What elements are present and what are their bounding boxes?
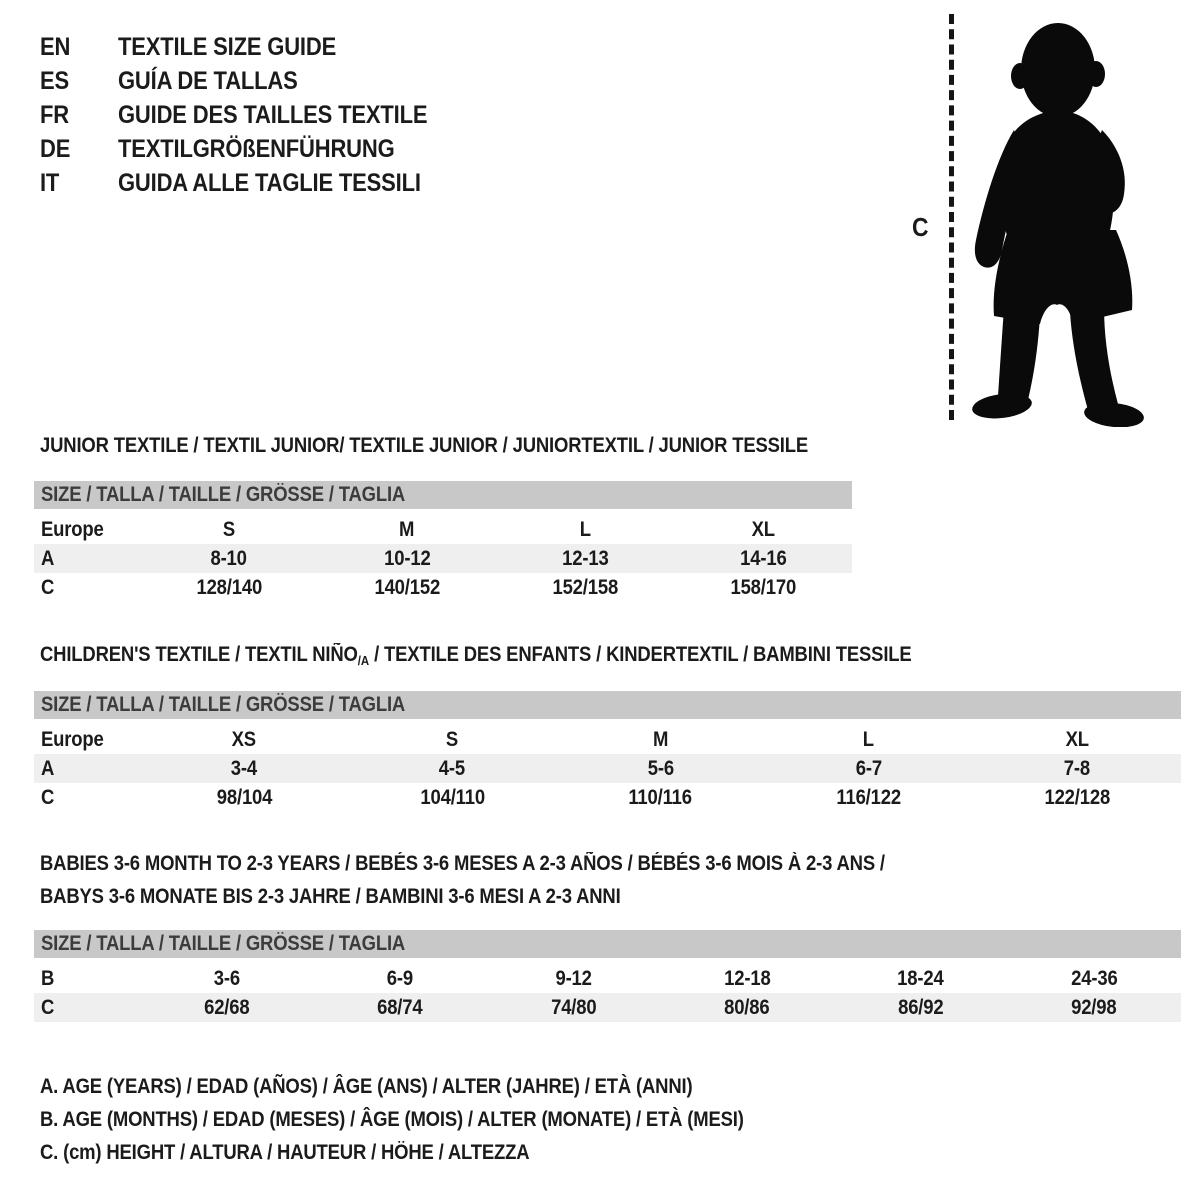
row-label: A xyxy=(41,546,55,570)
table-cell: 80/86 xyxy=(724,995,771,1019)
table-cell: M xyxy=(399,517,415,541)
table-cell: 158/170 xyxy=(730,575,796,599)
table-cell: 128/140 xyxy=(196,575,262,599)
table-cell: 14-16 xyxy=(739,546,787,570)
table-cell: S xyxy=(222,517,236,541)
table-row-europe: Europe XS S M L XL xyxy=(34,725,1181,754)
language-code: IT xyxy=(40,168,60,197)
table-cell: 6-7 xyxy=(855,756,882,780)
junior-size-table: SIZE / TALLA / TAILLE / GRÖSSE / TAGLIA … xyxy=(34,481,852,602)
height-measure-label: C xyxy=(912,212,929,242)
language-row-fr: FR GUIDE DES TAILLES TEXTILE xyxy=(40,98,470,132)
page-title-de: TEXTILGRÖßENFÜHRUNG xyxy=(118,134,395,163)
table-cell: 68/74 xyxy=(377,995,424,1019)
table-cell: 62/68 xyxy=(204,995,250,1019)
size-header-bar: SIZE / TALLA / TAILLE / GRÖSSE / TAGLIA xyxy=(34,481,852,509)
table-cell: 92/98 xyxy=(1071,995,1118,1019)
legend-line-a: A. AGE (YEARS) / EDAD (AÑOS) / ÂGE (ANS)… xyxy=(40,1074,693,1098)
legend: A. AGE (YEARS) / EDAD (AÑOS) / ÂGE (ANS)… xyxy=(40,1070,840,1169)
section-title-babies: BABIES 3-6 MONTH TO 2-3 YEARS / BEBÉS 3-… xyxy=(40,852,885,908)
table-cell: 7-8 xyxy=(1063,756,1091,780)
table-row-height: C 62/68 68/74 74/80 80/86 86/92 92/98 xyxy=(34,993,1181,1022)
row-label: Europe xyxy=(41,517,104,541)
page-title-es: GUÍA DE TALLAS xyxy=(118,66,298,95)
table-cell: M xyxy=(652,727,669,751)
language-code: DE xyxy=(40,134,71,163)
row-label: C xyxy=(41,995,55,1019)
height-dashed-line xyxy=(949,14,954,420)
language-row-de: DE TEXTILGRÖßENFÜHRUNG xyxy=(40,132,470,166)
babies-size-table: SIZE / TALLA / TAILLE / GRÖSSE / TAGLIA … xyxy=(34,930,1181,1022)
row-label: C xyxy=(41,785,55,809)
table-cell: 98/104 xyxy=(216,785,272,809)
table-cell: 104/110 xyxy=(420,785,485,809)
page-title-fr: GUIDE DES TAILLES TEXTILE xyxy=(118,100,428,129)
table-cell: 24-36 xyxy=(1071,966,1118,990)
row-label: A xyxy=(41,756,55,780)
table-cell: XL xyxy=(751,517,775,541)
row-label: B xyxy=(41,966,55,990)
table-cell: 122/128 xyxy=(1044,785,1110,809)
section-title-junior: JUNIOR TEXTILE / TEXTIL JUNIOR/ TEXTILE … xyxy=(40,434,809,457)
legend-line-c: C. (cm) HEIGHT / ALTURA / HAUTEUR / HÖHE… xyxy=(40,1140,530,1164)
table-cell: 3-6 xyxy=(213,966,240,990)
table-row-age: A 8-10 10-12 12-13 14-16 xyxy=(34,544,852,573)
size-header-bar: SIZE / TALLA / TAILLE / GRÖSSE / TAGLIA xyxy=(34,691,1181,719)
language-code: ES xyxy=(40,66,69,95)
language-title-list: EN TEXTILE SIZE GUIDE ES GUÍA DE TALLAS … xyxy=(40,30,470,200)
page-title-it: GUIDA ALLE TAGLIE TESSILI xyxy=(118,168,421,197)
table-cell: 116/122 xyxy=(836,785,901,809)
language-code: FR xyxy=(40,100,69,129)
table-cell: 6-9 xyxy=(387,966,414,990)
table-cell: L xyxy=(863,727,875,751)
row-label: C xyxy=(41,575,55,599)
language-row-es: ES GUÍA DE TALLAS xyxy=(40,64,470,98)
section-title-children: CHILDREN'S TEXTILE / TEXTIL NIÑO/A / TEX… xyxy=(40,643,912,668)
language-row-it: IT GUIDA ALLE TAGLIE TESSILI xyxy=(40,166,470,200)
toddler-silhouette-icon xyxy=(972,23,1144,427)
table-cell: 86/92 xyxy=(898,995,944,1019)
table-row-age: A 3-4 4-5 5-6 6-7 7-8 xyxy=(34,754,1181,783)
table-cell: 140/152 xyxy=(374,575,440,599)
row-label: Europe xyxy=(41,727,104,751)
table-row-height: C 128/140 140/152 152/158 158/170 xyxy=(34,573,852,602)
table-cell: L xyxy=(579,517,591,541)
language-code: EN xyxy=(40,32,71,61)
table-cell: 3-4 xyxy=(231,756,258,780)
table-cell: 18-24 xyxy=(897,966,945,990)
table-cell: S xyxy=(446,727,459,751)
table-cell: 12-13 xyxy=(561,546,609,570)
table-cell: 10-12 xyxy=(383,546,431,570)
table-cell: 8-10 xyxy=(210,546,248,570)
table-row-months: B 3-6 6-9 9-12 12-18 18-24 24-36 xyxy=(34,964,1181,993)
table-cell: 9-12 xyxy=(555,966,592,990)
legend-line-b: B. AGE (MONTHS) / EDAD (MESES) / ÂGE (MO… xyxy=(40,1107,744,1131)
table-cell: XL xyxy=(1065,727,1089,751)
table-cell: 152/158 xyxy=(552,575,618,599)
table-cell: 4-5 xyxy=(439,756,466,780)
table-cell: XS xyxy=(231,727,257,751)
language-row-en: EN TEXTILE SIZE GUIDE xyxy=(40,30,470,64)
page-title: TEXTILE SIZE GUIDE xyxy=(118,32,337,61)
table-row-europe: Europe S M L XL xyxy=(34,515,852,544)
children-size-table: SIZE / TALLA / TAILLE / GRÖSSE / TAGLIA … xyxy=(34,691,1181,812)
table-cell: 5-6 xyxy=(647,756,674,780)
table-row-height: C 98/104 104/110 110/116 116/122 122/128 xyxy=(34,783,1181,812)
table-cell: 110/116 xyxy=(628,785,693,809)
size-header-bar: SIZE / TALLA / TAILLE / GRÖSSE / TAGLIA xyxy=(34,930,1181,958)
table-cell: 74/80 xyxy=(551,995,597,1019)
table-cell: 12-18 xyxy=(724,966,771,990)
nino-a-subscript: /A xyxy=(357,653,370,668)
